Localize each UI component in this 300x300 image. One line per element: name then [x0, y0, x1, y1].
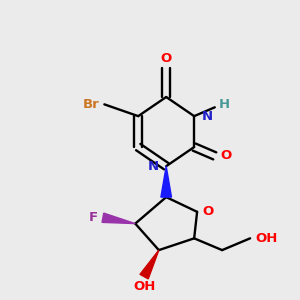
Text: Br: Br: [82, 98, 99, 111]
Text: O: O: [220, 149, 231, 162]
Text: O: O: [160, 52, 172, 64]
Text: OH: OH: [255, 232, 278, 245]
Text: O: O: [202, 205, 214, 218]
Polygon shape: [161, 166, 172, 197]
Text: N: N: [202, 110, 213, 123]
Text: N: N: [148, 160, 159, 173]
Polygon shape: [140, 250, 159, 279]
Text: OH: OH: [133, 280, 155, 293]
Text: H: H: [218, 98, 230, 111]
Polygon shape: [102, 213, 135, 224]
Text: F: F: [88, 211, 98, 224]
